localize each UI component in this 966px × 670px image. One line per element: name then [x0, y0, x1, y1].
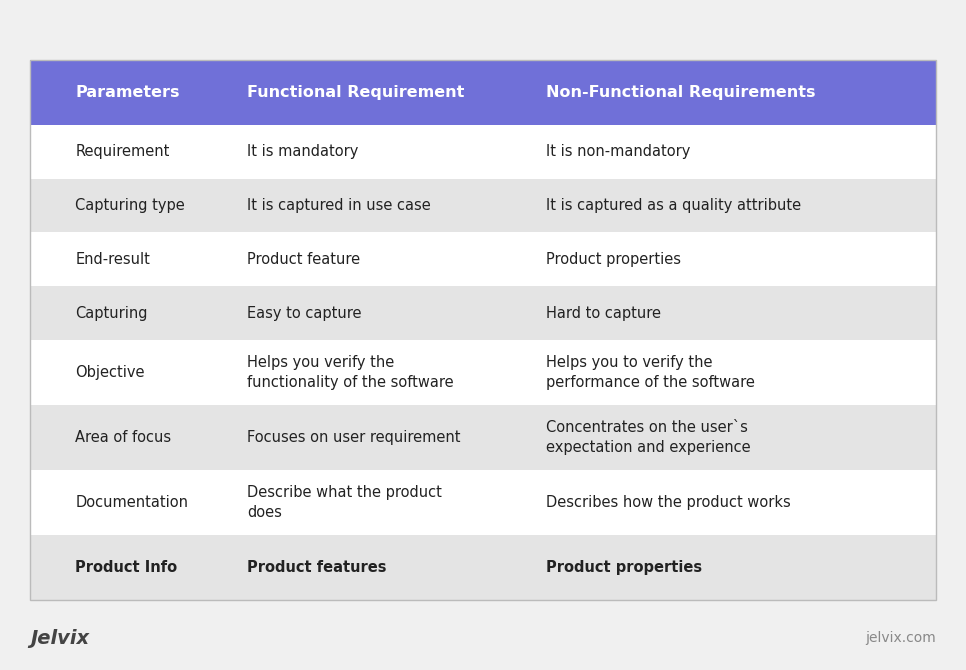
Text: Product Info: Product Info	[75, 560, 178, 575]
Polygon shape	[30, 232, 936, 286]
Text: Product properties: Product properties	[547, 560, 702, 575]
Text: Focuses on user requirement: Focuses on user requirement	[247, 430, 461, 445]
Text: Product features: Product features	[247, 560, 387, 575]
Text: Capturing type: Capturing type	[75, 198, 185, 213]
Polygon shape	[30, 125, 936, 600]
Polygon shape	[30, 286, 936, 340]
Text: Helps you verify the
functionality of the software: Helps you verify the functionality of th…	[247, 355, 454, 390]
Text: jelvix.com: jelvix.com	[866, 631, 936, 645]
Polygon shape	[30, 340, 936, 405]
Text: It is captured as a quality attribute: It is captured as a quality attribute	[547, 198, 802, 213]
Text: End-result: End-result	[75, 252, 150, 267]
Text: Area of focus: Area of focus	[75, 430, 171, 445]
Text: Capturing: Capturing	[75, 306, 148, 320]
Polygon shape	[30, 405, 936, 470]
Polygon shape	[30, 179, 936, 232]
Polygon shape	[30, 535, 936, 600]
Text: Objective: Objective	[75, 365, 145, 380]
Text: Requirement: Requirement	[75, 144, 170, 159]
Polygon shape	[30, 470, 936, 535]
Polygon shape	[30, 125, 936, 179]
Text: Product properties: Product properties	[547, 252, 681, 267]
Text: Easy to capture: Easy to capture	[247, 306, 362, 320]
Text: Non-Functional Requirements: Non-Functional Requirements	[547, 85, 816, 100]
Text: Documentation: Documentation	[75, 495, 188, 510]
Text: Describe what the product
does: Describe what the product does	[247, 485, 442, 520]
Polygon shape	[30, 60, 936, 125]
Text: It is captured in use case: It is captured in use case	[247, 198, 431, 213]
Text: Functional Requirement: Functional Requirement	[247, 85, 465, 100]
Text: Jelvix: Jelvix	[30, 628, 89, 647]
Text: Parameters: Parameters	[75, 85, 180, 100]
Text: Product feature: Product feature	[247, 252, 360, 267]
Text: It is mandatory: It is mandatory	[247, 144, 358, 159]
Text: Hard to capture: Hard to capture	[547, 306, 662, 320]
Text: Helps you to verify the
performance of the software: Helps you to verify the performance of t…	[547, 355, 755, 390]
Text: It is non-mandatory: It is non-mandatory	[547, 144, 691, 159]
Text: Concentrates on the user`s
expectation and experience: Concentrates on the user`s expectation a…	[547, 420, 751, 455]
Text: Describes how the product works: Describes how the product works	[547, 495, 791, 510]
